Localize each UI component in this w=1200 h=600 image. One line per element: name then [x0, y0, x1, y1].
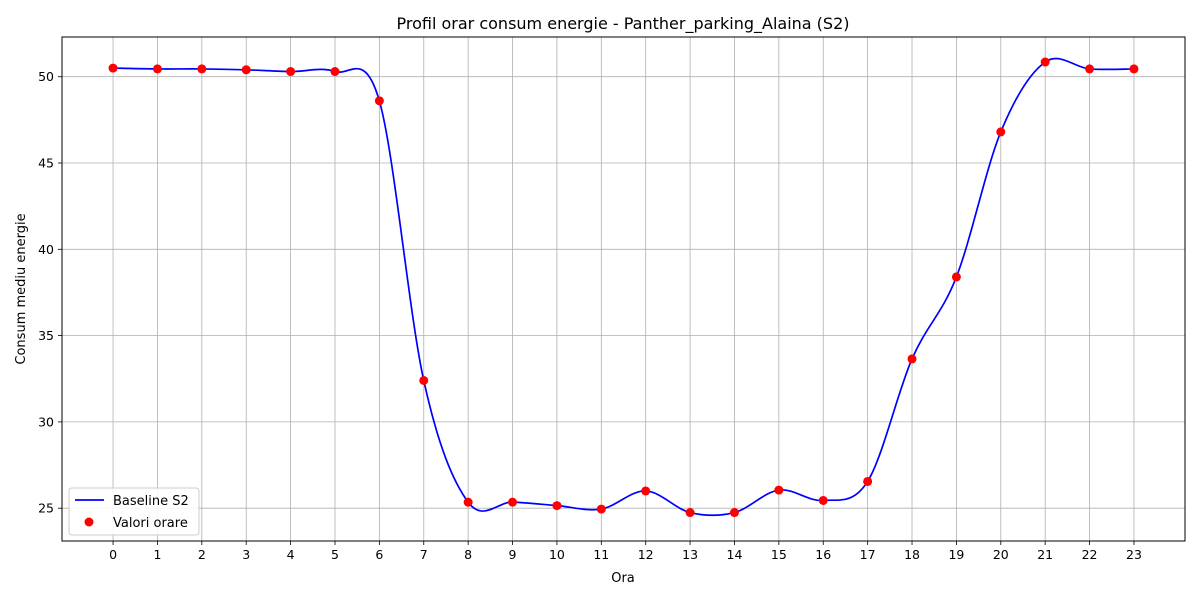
x-tick-label: 20 — [993, 547, 1009, 562]
x-tick-label: 19 — [948, 547, 964, 562]
data-point — [951, 272, 961, 282]
x-tick-label: 13 — [682, 547, 698, 562]
grid — [62, 37, 1185, 541]
x-tick-label: 22 — [1082, 547, 1098, 562]
x-tick-label: 3 — [242, 547, 250, 562]
x-tick-label: 18 — [904, 547, 920, 562]
data-point — [463, 497, 473, 507]
data-point — [1129, 64, 1139, 74]
y-axis-label: Consum mediu energie — [14, 213, 29, 364]
data-point — [685, 508, 695, 518]
x-tick-label: 14 — [727, 547, 743, 562]
y-tick-label: 30 — [38, 414, 54, 429]
y-tick-label: 35 — [38, 328, 54, 343]
data-point — [197, 64, 207, 74]
data-point — [996, 127, 1006, 137]
data-point — [596, 504, 606, 514]
x-tick-label: 5 — [331, 547, 339, 562]
data-point — [330, 67, 340, 77]
x-tick-label: 2 — [198, 547, 206, 562]
y-tick-label: 45 — [38, 156, 54, 171]
legend-label-line: Baseline S2 — [113, 494, 189, 509]
data-point — [419, 375, 429, 385]
y-tick-label: 25 — [38, 501, 54, 516]
data-point — [641, 486, 651, 496]
data-point — [818, 495, 828, 505]
y-tick-label: 50 — [38, 69, 54, 84]
x-tick-label: 6 — [375, 547, 383, 562]
x-tick-label: 0 — [109, 547, 117, 562]
x-tick-label: 9 — [509, 547, 517, 562]
series-line-baseline-s2 — [113, 57, 1134, 517]
data-point — [552, 501, 562, 511]
x-axis: 0 1 2 3 4 5 6 7 8 9 10 11 12 13 14 15 16 17 18 19 20 21 22 23 — [109, 541, 1142, 562]
y-axis: 25 30 35 40 45 50 — [38, 69, 62, 516]
x-tick-label: 23 — [1126, 547, 1142, 562]
data-point — [108, 63, 118, 73]
plot-frame — [61, 36, 1186, 542]
x-tick-label: 11 — [593, 547, 609, 562]
legend-dot-swatch — [84, 517, 94, 527]
data-point — [286, 67, 296, 77]
data-point — [508, 497, 518, 507]
legend-label-scatter: Valori orare — [113, 516, 188, 531]
data-point — [152, 64, 162, 74]
data-point — [1085, 64, 1095, 74]
x-tick-label: 8 — [464, 547, 472, 562]
x-tick-label: 7 — [420, 547, 428, 562]
x-tick-label: 16 — [815, 547, 831, 562]
chart-title: Profil orar consum energie - Panther_par… — [397, 14, 850, 34]
data-point — [241, 65, 251, 75]
x-tick-label: 12 — [638, 547, 654, 562]
series-layer — [108, 57, 1139, 518]
data-point — [374, 96, 384, 106]
data-point — [774, 485, 784, 495]
x-tick-label: 15 — [771, 547, 787, 562]
data-point — [863, 476, 873, 486]
y-tick-label: 40 — [38, 242, 54, 257]
data-point — [1040, 57, 1050, 67]
x-tick-label: 1 — [153, 547, 161, 562]
x-tick-label: 10 — [549, 547, 565, 562]
x-tick-label: 4 — [287, 547, 295, 562]
legend: Baseline S2 Valori orare — [68, 487, 200, 536]
x-tick-label: 17 — [860, 547, 876, 562]
data-point — [907, 354, 917, 364]
data-point — [729, 508, 739, 518]
x-axis-label: Ora — [611, 571, 635, 586]
x-tick-label: 21 — [1037, 547, 1053, 562]
